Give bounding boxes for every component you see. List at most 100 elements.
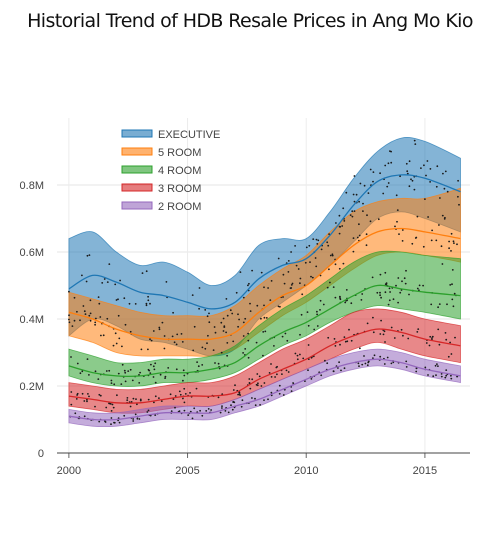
dot-executive xyxy=(287,271,290,273)
dot-3-room xyxy=(232,389,235,391)
dot-3-room xyxy=(270,376,273,378)
dot-2-room xyxy=(259,404,261,406)
dot-3-room xyxy=(348,328,350,331)
dot-4-room xyxy=(244,348,247,350)
dot-3-room xyxy=(444,332,447,334)
dot-executive xyxy=(362,210,364,213)
dot-executive xyxy=(239,271,242,273)
dot-5-room xyxy=(431,229,433,232)
dot-2-room xyxy=(113,421,115,424)
dot-5-room xyxy=(68,314,70,317)
legend-label-2-room[interactable]: 2 ROOM xyxy=(158,201,201,213)
legend-swatch-5-room[interactable] xyxy=(121,147,153,156)
dot-2-room xyxy=(358,365,360,367)
dot-4-room xyxy=(401,280,403,283)
dot-5-room xyxy=(213,326,216,328)
dot-executive xyxy=(367,192,370,195)
dot-executive xyxy=(349,214,352,217)
dot-executive xyxy=(342,207,345,210)
dot-3-room xyxy=(268,372,271,374)
dot-5-room xyxy=(456,243,458,246)
dot-executive xyxy=(413,139,416,142)
legend-label-5-room[interactable]: 5 ROOM xyxy=(158,147,201,159)
dot-4-room xyxy=(284,332,287,335)
dot-3-room xyxy=(256,384,259,387)
y-tick-label: 0.6M xyxy=(20,247,44,259)
dot-2-room xyxy=(436,363,438,365)
legend-swatch-2-room[interactable] xyxy=(121,201,153,210)
dot-4-room xyxy=(242,352,245,354)
dot-executive xyxy=(84,313,87,315)
legend-label-3-room[interactable]: 3 ROOM xyxy=(158,183,201,195)
dot-2-room xyxy=(132,418,135,420)
dot-5-room xyxy=(73,319,76,322)
dot-2-room xyxy=(201,414,204,417)
dot-5-room xyxy=(310,275,312,278)
dot-4-room xyxy=(418,284,421,287)
dot-executive xyxy=(123,297,126,300)
legend-swatch-executive[interactable] xyxy=(121,129,153,138)
dot-5-room xyxy=(89,312,92,315)
dot-4-room xyxy=(449,284,452,286)
dot-5-room xyxy=(112,344,115,347)
dot-4-room xyxy=(147,368,150,371)
dot-3-room xyxy=(169,393,172,396)
dot-2-room xyxy=(434,364,437,367)
dot-2-room xyxy=(390,362,393,365)
dot-executive xyxy=(98,302,101,305)
dot-5-room xyxy=(118,337,121,340)
dot-4-room xyxy=(273,345,275,347)
legend-swatch-4-room[interactable] xyxy=(121,165,153,174)
dot-4-room xyxy=(154,362,157,365)
dot-executive xyxy=(423,164,425,167)
dot-executive xyxy=(208,312,210,315)
legend-label-executive[interactable]: EXECUTIVE xyxy=(158,129,220,141)
dot-2-room xyxy=(320,374,323,377)
dot-3-room xyxy=(334,345,337,347)
dot-4-room xyxy=(408,293,410,296)
dot-5-room xyxy=(430,239,433,242)
dot-2-room xyxy=(292,382,294,384)
dot-3-room xyxy=(450,353,453,355)
dot-executive xyxy=(406,172,409,175)
legend-label-4-room[interactable]: 4 ROOM xyxy=(158,165,201,177)
dot-3-room xyxy=(380,319,382,322)
dot-4-room xyxy=(182,379,184,382)
dot-executive xyxy=(410,178,412,181)
dot-executive xyxy=(235,291,238,294)
dot-executive xyxy=(198,287,201,289)
dot-executive xyxy=(372,180,374,183)
dot-5-room xyxy=(396,209,399,212)
dot-2-room xyxy=(227,411,230,414)
dot-3-room xyxy=(274,376,276,378)
legend[interactable]: EXECUTIVE 5 ROOM 4 ROOM 3 ROOM 2 ROOM xyxy=(121,129,220,213)
dot-2-room xyxy=(367,361,370,364)
dot-3-room xyxy=(383,330,386,333)
dot-5-room xyxy=(247,339,250,342)
dot-3-room xyxy=(160,400,163,402)
dot-3-room xyxy=(372,331,375,334)
dot-2-room xyxy=(74,412,77,415)
dot-5-room xyxy=(269,299,272,301)
dot-2-room xyxy=(278,392,281,395)
dot-3-room xyxy=(139,399,142,402)
dot-5-room xyxy=(338,232,341,235)
dot-5-room xyxy=(435,239,438,242)
dot-2-room xyxy=(366,364,369,367)
dot-5-room xyxy=(249,310,252,312)
dot-5-room xyxy=(68,318,70,321)
dot-5-room xyxy=(140,348,143,351)
dot-3-room xyxy=(239,394,242,396)
dot-4-room xyxy=(451,298,454,301)
dot-5-room xyxy=(260,317,262,320)
dot-4-room xyxy=(299,333,301,336)
dot-2-room xyxy=(110,417,113,419)
dot-3-room xyxy=(70,403,73,406)
dot-3-room xyxy=(431,337,433,339)
dot-executive xyxy=(226,314,229,317)
legend-swatch-3-room[interactable] xyxy=(121,183,153,192)
dot-3-room xyxy=(237,393,240,396)
dot-3-room xyxy=(257,382,259,385)
dot-executive xyxy=(103,278,106,280)
